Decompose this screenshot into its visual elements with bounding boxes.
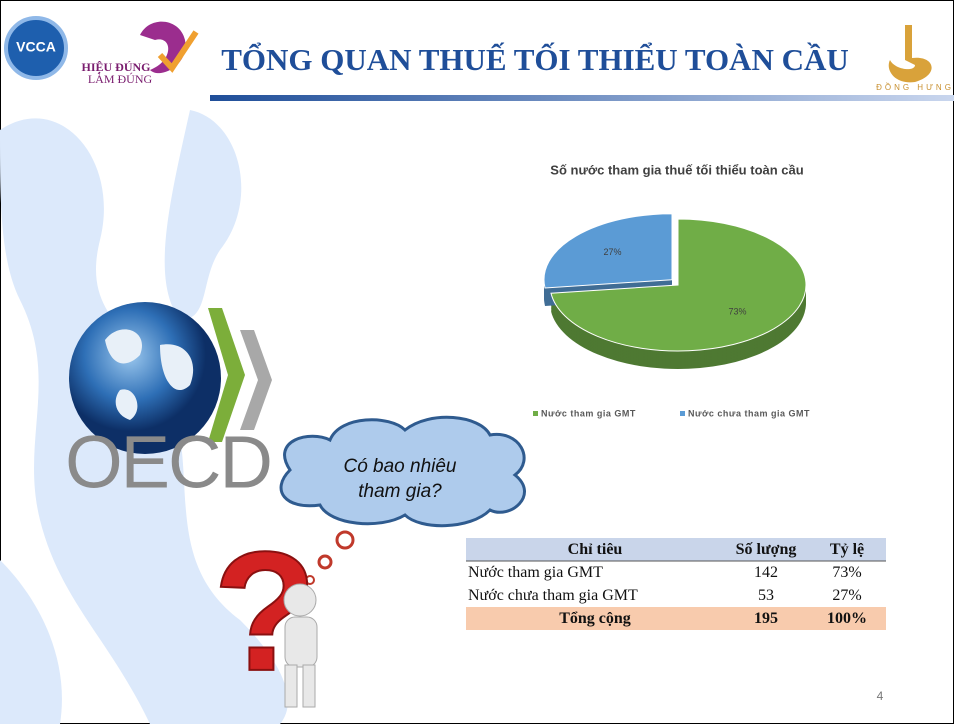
data-label: 73% [729,306,747,316]
table-cell: 27% [832,587,861,604]
title-bar [210,95,954,101]
pie-slice [543,213,673,289]
logo-text: ĐỒNG HƯNG [876,82,954,92]
legend-swatch [680,411,685,416]
table-cell: 142 [754,564,778,581]
table-cell: Nước chưa tham gia GMT [468,587,638,604]
table-cell: 100% [827,610,867,627]
table-cell: 195 [754,610,778,627]
thinking-person [283,583,318,708]
table-cell: Số lượng [736,541,797,558]
table-row [466,561,886,584]
chevron [240,330,272,430]
logo-text: VCCA [16,39,56,55]
bubble-dot [317,554,333,570]
chart-title: Số nước tham gia thuế tối thiểu toàn cầu [550,162,803,177]
chevron [208,308,245,442]
table-row [466,584,886,607]
data-label: 27% [603,247,621,257]
logo-check [157,30,199,73]
logo-text: LÀM ĐÚNG [88,72,153,86]
pie-slice [550,218,807,352]
table-cell: 53 [758,587,774,604]
logo-vcca [4,16,68,80]
oecd-logo: OECD [65,421,271,504]
bubble-text: tham gia? [358,481,442,502]
slide-title: TỔNG QUAN THUẾ TỐI THIỂU TOÀN CẦU [221,41,849,77]
logo-right-icon [888,25,932,83]
table-cell: 73% [832,564,861,581]
table-row [466,607,886,630]
bubble-dot [335,530,355,550]
table-cell: Nước tham gia GMT [468,564,603,581]
thought-bubble [279,415,526,528]
bubble-dot [305,575,315,585]
legend-label: Nước tham gia GMT [541,408,636,418]
legend-label: Nước chưa tham gia GMT [688,408,810,418]
page-number: 4 [877,689,884,703]
table-cell: Tổng cộng [559,610,631,627]
legend-swatch [533,411,538,416]
logo-text: HIỆU ĐÚNG [81,60,150,74]
table-cell: Chỉ tiêu [568,541,623,558]
table-row [466,538,886,561]
continents [105,329,194,420]
bubble-text: Có bao nhiêu [343,456,456,477]
table-cell: Tỷ lệ [830,541,864,558]
